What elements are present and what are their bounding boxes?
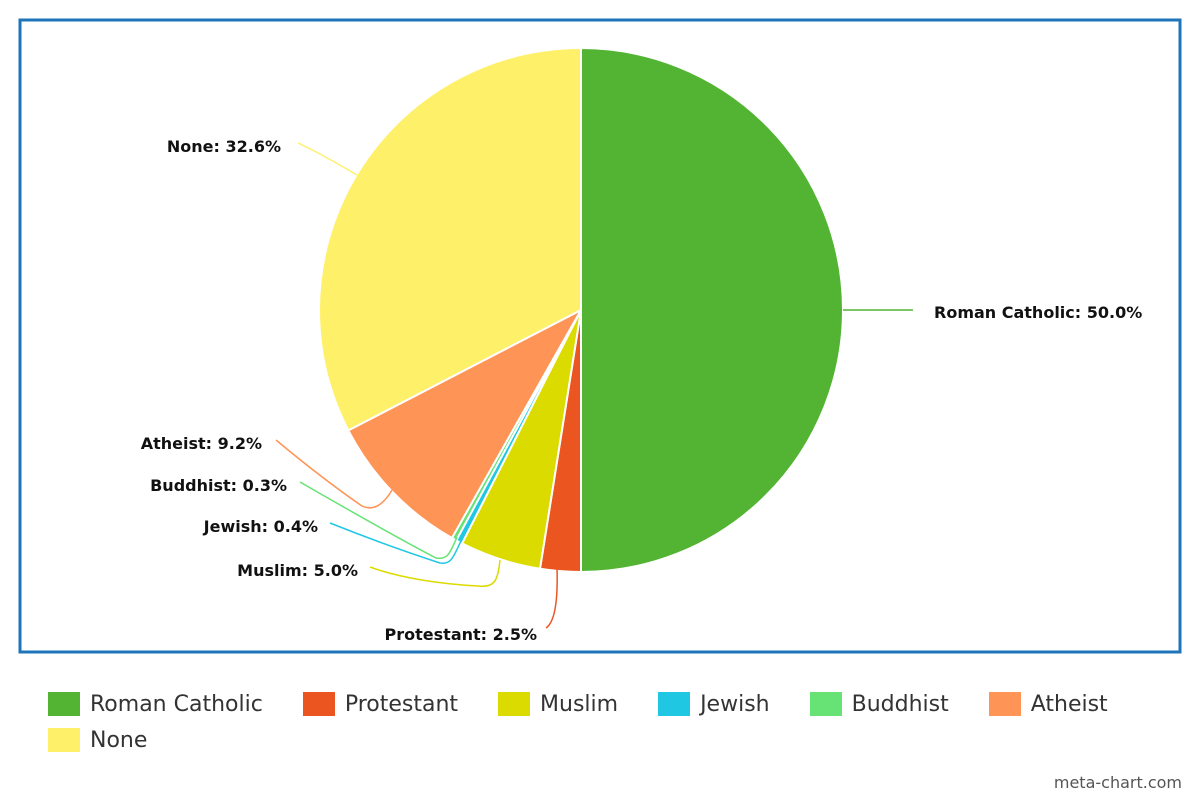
data-label-jewish: Jewish: 0.4% (203, 517, 318, 536)
data-label-roman-catholic: Roman Catholic: 50.0% (934, 303, 1142, 322)
legend-swatch-buddhist (809, 692, 842, 716)
data-label-buddhist: Buddhist: 0.3% (150, 476, 287, 495)
legend-item-roman-catholic[interactable]: Roman Catholic (48, 692, 263, 717)
data-label-muslim: Muslim: 5.0% (237, 561, 358, 580)
data-label-atheist: Atheist: 9.2% (141, 434, 262, 453)
pie-slice-atheist[interactable] (347, 309, 582, 539)
leader-line-none (297, 142, 358, 176)
legend: Roman Catholic Protestant Muslim Jewish … (48, 686, 1168, 758)
legend-item-none[interactable]: None (48, 728, 147, 753)
legend-swatch-muslim (498, 692, 531, 716)
legend-swatch-roman-catholic (48, 692, 80, 716)
leader-line-muslim (369, 559, 501, 588)
leader-line-jewish (329, 522, 462, 564)
watermark: meta-chart.com (1053, 773, 1182, 792)
legend-label-muslim: Muslim (540, 691, 619, 717)
leader-line-buddhist (299, 481, 458, 560)
legend-swatch-jewish (658, 692, 691, 716)
legend-swatch-protestant (302, 692, 335, 716)
legend-label-atheist: Atheist (1030, 691, 1108, 717)
pie-slice-none[interactable] (318, 47, 582, 432)
legend-label-roman-catholic: Roman Catholic (90, 691, 263, 717)
legend-label-buddhist: Buddhist (851, 691, 949, 717)
leader-line-atheist (275, 439, 393, 509)
legend-row-2: None (48, 722, 1168, 758)
legend-label-none: None (90, 727, 148, 753)
legend-swatch-none (48, 728, 80, 752)
legend-swatch-atheist (988, 692, 1021, 716)
pie-chart: Roman Catholic: 50.0% Protestant: 2.5% Mus… (18, 18, 1182, 654)
legend-label-protestant: Protestant (344, 691, 459, 717)
legend-item-protestant[interactable]: Protestant (302, 691, 459, 717)
legend-label-jewish: Jewish (700, 691, 770, 717)
leader-line-protestant (545, 567, 558, 629)
legend-item-muslim[interactable]: Muslim (498, 692, 618, 717)
legend-item-atheist[interactable]: Atheist (988, 691, 1108, 717)
legend-item-buddhist[interactable]: Buddhist (809, 691, 949, 717)
legend-row-1: Roman Catholic Protestant Muslim Jewish … (48, 686, 1168, 722)
data-label-none: None: 32.6% (167, 137, 281, 156)
legend-item-jewish[interactable]: Jewish (658, 692, 770, 717)
data-label-protestant: Protestant: 2.5% (385, 625, 537, 644)
